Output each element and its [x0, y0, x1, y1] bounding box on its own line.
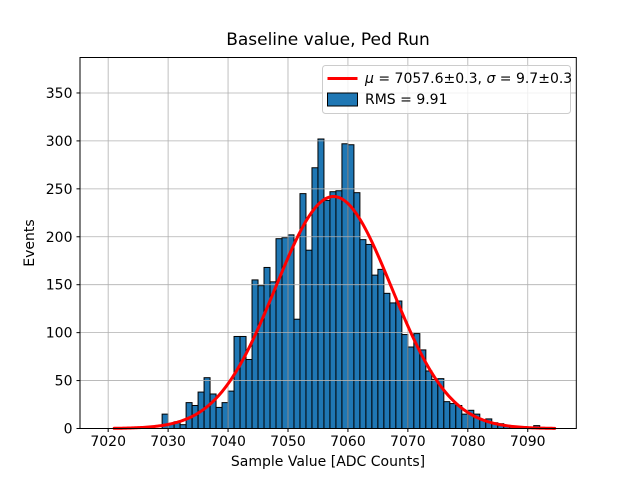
x-tick-label: 7030	[150, 434, 186, 450]
y-tick-label: 250	[46, 182, 73, 198]
histogram-bar	[341, 143, 349, 429]
histogram-bar	[227, 390, 235, 429]
gaussian-fit-curve	[112, 195, 557, 430]
histogram-bar	[461, 413, 469, 429]
histogram-bar	[245, 358, 253, 430]
gaussian-fit-layer	[112, 195, 557, 430]
legend: μ = 7057.6±0.3, σ = 9.7±0.3 RMS = 9.91	[322, 65, 572, 114]
x-tick-label: 7090	[510, 434, 546, 450]
histogram-bar	[287, 234, 295, 429]
y-tick-label: 300	[46, 134, 73, 150]
histogram-bar	[395, 300, 403, 429]
histogram-bar	[353, 192, 361, 429]
legend-label-rms: RMS = 9.91	[365, 92, 448, 108]
histogram-bars-layer	[161, 138, 547, 430]
histogram-bar	[323, 199, 331, 429]
histogram-bar	[329, 191, 337, 429]
histogram-bar	[293, 318, 301, 429]
histogram-bar	[389, 302, 397, 430]
histogram-bar	[407, 346, 415, 430]
histogram-bar	[365, 243, 373, 429]
histogram-bar	[377, 268, 385, 429]
x-tick-label: 7080	[450, 434, 486, 450]
histogram-bar	[371, 274, 379, 429]
histogram-bar	[275, 238, 283, 429]
tick-labels-layer: 7020 7030 7040 7050 7060 7070 7080 7090 0 50 100 15…	[46, 86, 546, 450]
y-tick-label: 350	[46, 86, 73, 102]
y-tick-label: 100	[46, 326, 73, 342]
histogram-bar	[317, 138, 325, 430]
legend-box	[322, 65, 571, 114]
histogram-bar	[215, 406, 223, 430]
histogram-bar	[251, 279, 259, 429]
plot-frame	[79, 57, 577, 429]
legend-label-fit: μ = 7057.6±0.3, σ = 9.7±0.3	[364, 71, 572, 87]
y-tick-label: 150	[46, 278, 73, 294]
histogram-bar	[335, 190, 343, 429]
ticks-layer	[76, 92, 529, 432]
histogram-bar	[263, 266, 271, 430]
legend-patch-sample	[327, 92, 358, 107]
y-tick-label: 0	[64, 422, 73, 438]
y-tick-label: 200	[46, 230, 73, 246]
histogram-bar	[443, 401, 451, 430]
histogram-bar	[347, 144, 355, 430]
histogram-bar	[257, 285, 265, 429]
histogram-bar	[239, 335, 247, 429]
y-tick-label: 50	[55, 374, 73, 390]
histogram-bar	[383, 292, 391, 429]
chart-title: Baseline value, Ped Run	[226, 30, 430, 50]
histogram-bar	[179, 424, 187, 430]
histogram-bar	[401, 334, 409, 429]
histogram-bar	[233, 335, 241, 429]
histogram-bar	[425, 370, 433, 430]
histogram-bar	[359, 239, 367, 429]
histogram-bar	[431, 379, 439, 429]
histogram-bar	[269, 281, 277, 429]
x-tick-label: 7060	[330, 434, 366, 450]
x-tick-label: 7020	[90, 434, 126, 450]
x-tick-label: 7040	[210, 434, 246, 450]
histogram-bar	[449, 403, 457, 430]
y-axis-label: Events	[22, 219, 38, 266]
x-tick-label: 7070	[390, 434, 426, 450]
x-tick-label: 7050	[270, 434, 306, 450]
histogram-bar	[221, 402, 229, 429]
x-axis-label: Sample Value [ADC Counts]	[231, 454, 425, 470]
histogram-bar	[305, 249, 313, 429]
